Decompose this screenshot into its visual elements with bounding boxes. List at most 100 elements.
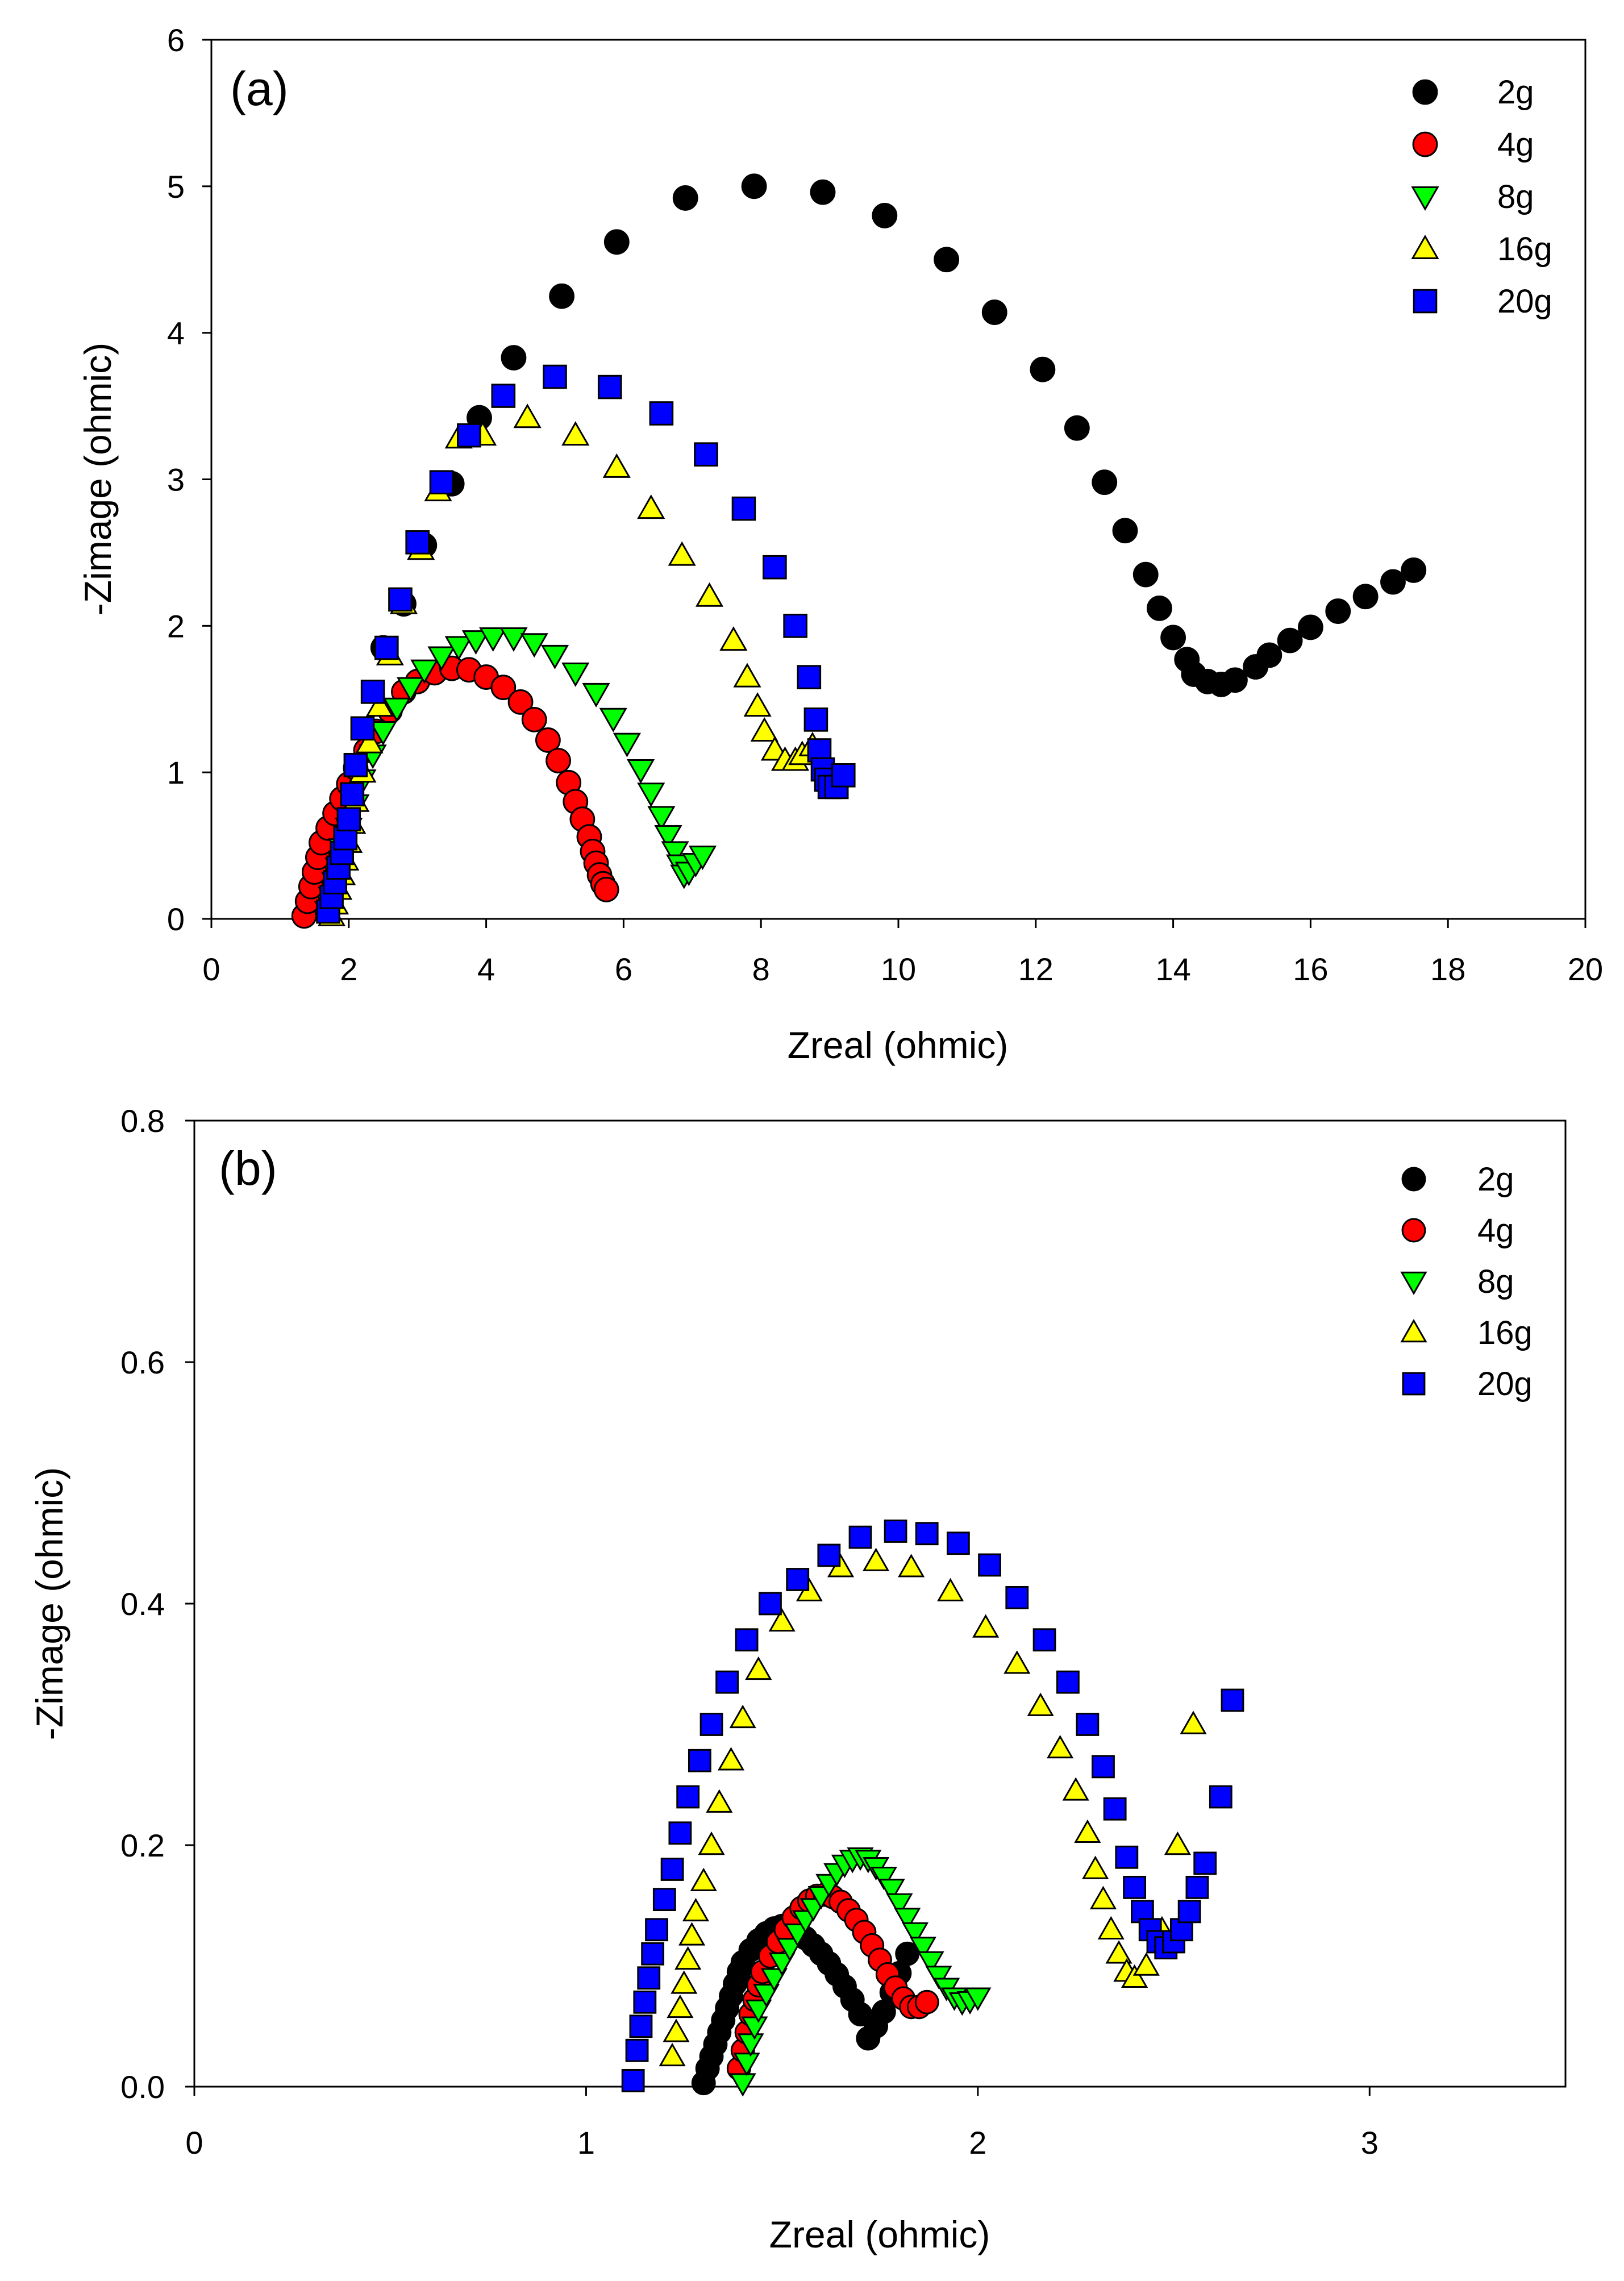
data-point-16g [898,1554,925,1577]
data-point-20g [405,530,430,555]
data-point-16g [698,1831,725,1855]
data-point-20g [543,364,567,389]
data-point-8g [540,644,569,669]
data-point-20g [652,1888,676,1912]
data-point-8g [369,721,397,746]
panel-b-y-ticks: 0.0 0.2 0.4 0.6 0.8 [120,1103,194,2105]
data-point-20g [1123,1875,1147,1899]
data-point-8g [461,630,490,655]
x-tick-label: 12 [1018,951,1053,987]
data-point-8g [752,1984,780,2008]
panel-a-y-axis-title: -Zimage (ohmic) [77,343,119,615]
panel-a-legend: 2g 4g 8g 16g 20g [1411,74,1552,320]
data-point-2g [603,229,630,255]
data-point-8g [599,707,627,732]
data-point-16g [602,453,631,478]
panel-a-x-ticks: 0 2 4 6 8 10 12 14 16 18 20 [202,919,1603,987]
legend-label-20g: 20g [1477,1366,1533,1402]
data-point-2g [741,173,767,199]
data-point-20g [848,1525,872,1549]
panel-a-x-axis-title: Zreal (ohmic) [788,1024,1009,1066]
data-point-20g [668,1821,692,1845]
data-point-20g [1193,1851,1217,1875]
data-point-16g [1047,1734,1074,1759]
data-point-20g [783,614,807,638]
series-2g [691,1913,920,2096]
legend-label-2g: 2g [1497,74,1534,111]
data-point-4g [914,1989,939,2014]
data-point-20g [1076,1713,1100,1736]
data-point-20g [374,635,399,660]
panel-a-label: (a) [230,62,289,115]
data-point-20g [1103,1797,1127,1821]
panel-b-x-axis-title: Zreal (ohmic) [769,2213,990,2255]
legend-label-2g: 2g [1477,1161,1514,1198]
data-point-2g [1256,642,1282,668]
data-point-8g [729,2073,756,2097]
data-point-8g [637,782,665,807]
panel-a-y-ticks: 0 1 2 3 4 5 6 [167,22,211,937]
data-point-2g [872,203,898,228]
data-point-8g [901,1922,929,1946]
x-tick-label: 2 [969,2125,986,2161]
y-tick-label: 3 [167,462,185,498]
data-point-8g [925,1966,952,1989]
data-point-20g [637,1966,661,1990]
data-point-20g [1177,1900,1201,1924]
data-point-8g [499,627,528,652]
data-point-16g [678,1922,706,1946]
data-point-8g [410,659,439,684]
panel-b-data-marks [621,1520,1244,2097]
legend-label-20g: 20g [1497,283,1552,320]
y-tick-label: 0.0 [120,2069,165,2105]
data-point-16g [937,1577,964,1601]
x-tick-label: 18 [1430,951,1465,987]
data-point-20g [676,1785,700,1809]
data-point-2g [672,185,698,211]
panel-b-legend: 2g 4g 8g 16g 20g [1400,1161,1533,1402]
data-point-4g [521,706,547,732]
data-point-2g [1298,614,1323,640]
data-point-16g [1180,1710,1207,1734]
data-point-16g [667,1994,694,2018]
data-point-20g [1115,1845,1139,1869]
data-point-20g [336,807,361,831]
x-tick-label: 0 [185,2125,203,2161]
y-tick-label: 0.2 [120,1828,165,1863]
data-point-20g [763,555,787,580]
panel-a-data-marks [291,173,1427,929]
data-point-20g [1032,1628,1056,1652]
data-point-2g [1277,627,1303,654]
data-point-16g [717,1747,745,1771]
panel-b-label: (b) [219,1142,277,1195]
data-point-16g [637,494,665,519]
series-20g [316,364,856,924]
x-tick-label: 6 [615,951,632,987]
data-point-16g [863,1547,890,1571]
data-point-16g [743,692,772,717]
data-point-20g [429,470,454,494]
data-point-16g [729,1704,756,1729]
data-point-20g [641,1942,665,1966]
data-point-8g [741,2016,768,2040]
legend-marker-8g [1411,186,1439,211]
data-point-8g [886,1893,913,1917]
data-point-2g [1325,598,1351,624]
data-point-20g [699,1713,723,1736]
legend-marker-8g [1400,1271,1427,1296]
data-point-2g [1132,561,1159,588]
data-point-20g [1221,1688,1244,1712]
legend-marker-4g [1412,131,1438,157]
data-point-20g [633,1990,657,2014]
data-point-20g [1005,1585,1029,1609]
data-point-8g [768,1952,796,1976]
data-point-8g [745,1999,772,2024]
data-point-2g [1352,584,1379,610]
data-point-2g [1064,415,1090,441]
data-point-2g [1222,667,1248,693]
panel-b-x-ticks: 0 1 2 3 [185,2087,1379,2161]
data-point-8g [776,1938,803,1962]
y-tick-label: 0 [167,901,185,937]
x-tick-label: 2 [340,951,357,987]
data-point-4g [535,727,561,753]
